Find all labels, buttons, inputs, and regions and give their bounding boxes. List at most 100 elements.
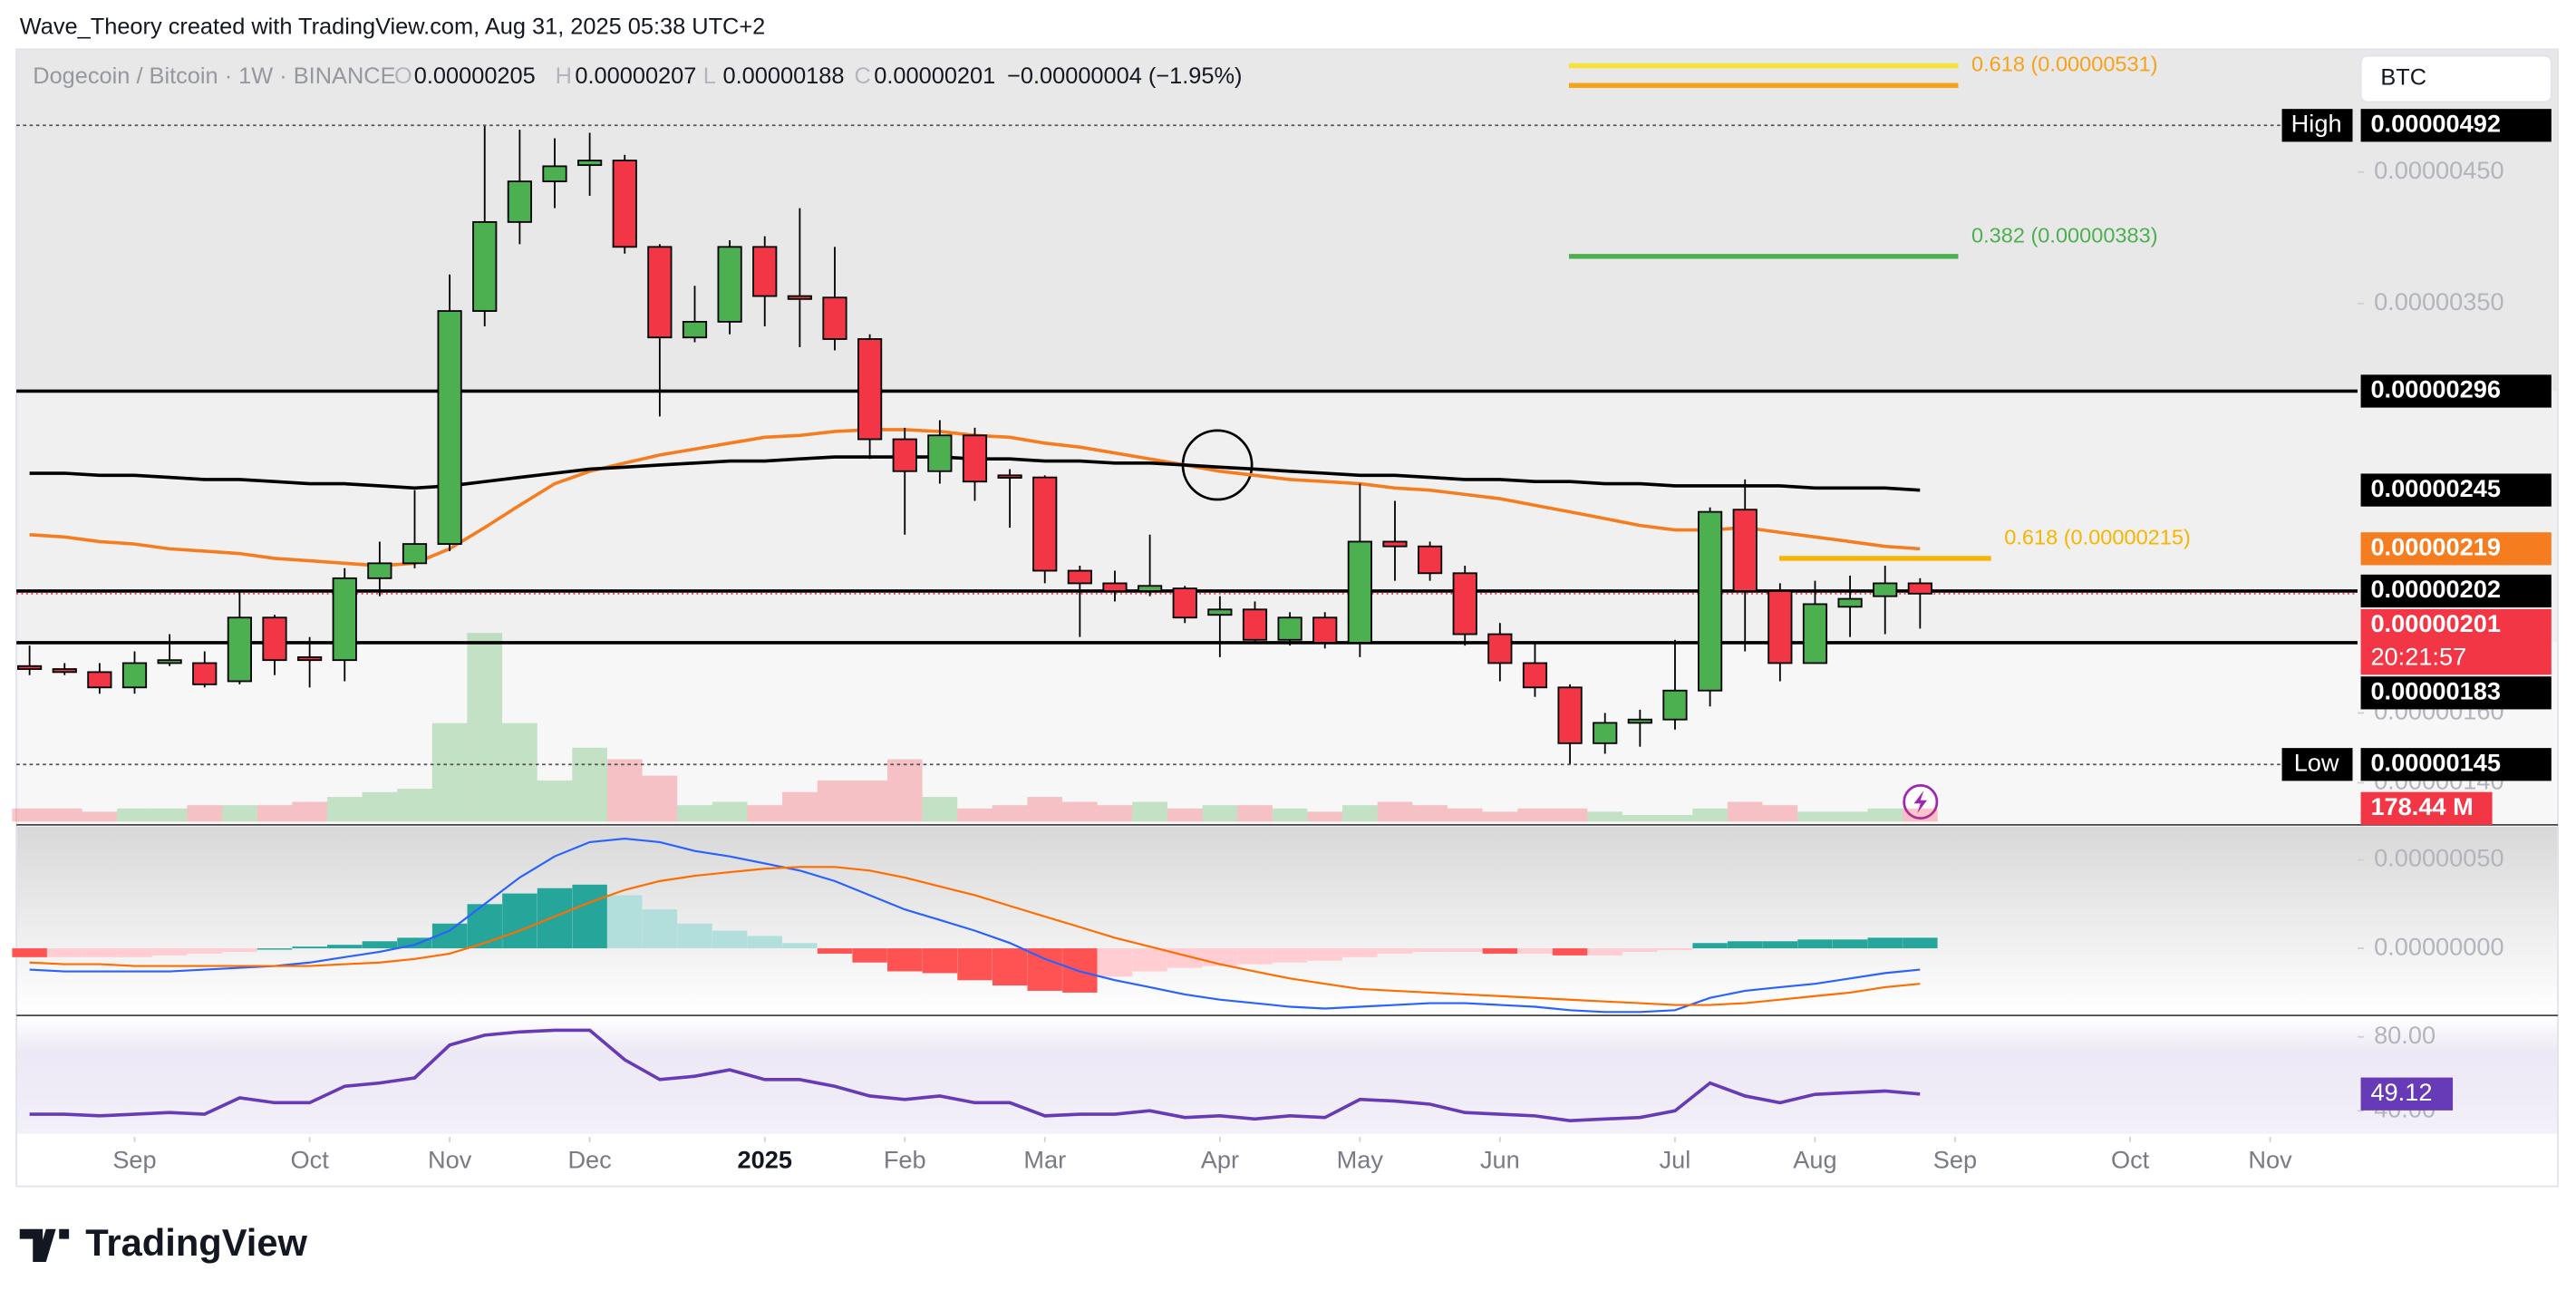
volume-bar [502, 723, 537, 822]
volume-bar [817, 780, 853, 822]
credit: Wave_Theory created with TradingView.com… [20, 15, 766, 40]
macd-tick-label: 0.00000000 [2374, 932, 2504, 960]
volume-label: 178.44 M [2370, 792, 2473, 820]
candle-body [472, 220, 498, 312]
candle-body [367, 562, 392, 579]
volume-bar [397, 789, 432, 822]
macd-histogram-bar [222, 948, 257, 952]
macd-histogram-bar [677, 923, 712, 949]
volume-bar [1307, 811, 1343, 822]
candle-body [1627, 718, 1652, 724]
high-tag: High [2291, 109, 2342, 137]
macd-histogram-bar [712, 930, 748, 949]
macd-histogram-bar [572, 884, 607, 949]
macd-histogram-bar [1762, 941, 1798, 949]
macd-histogram-bar [852, 948, 887, 963]
price-label: 0.00000202 [2370, 575, 2501, 603]
candle-body [1767, 590, 1793, 665]
x-tick-label: Nov [2248, 1146, 2292, 1174]
volume-bar [1762, 805, 1798, 822]
x-tick-label: May [1337, 1146, 1384, 1174]
candle-body [647, 246, 673, 339]
volume-bar [257, 805, 293, 822]
price-label-box [2360, 574, 2552, 608]
macd-histogram-bar [1728, 941, 1763, 949]
volume-bar [886, 759, 923, 822]
candle-body [1102, 582, 1128, 592]
high-value-box [2360, 109, 2552, 142]
volume-bar [537, 780, 573, 822]
macd-histogram-bar [537, 888, 573, 949]
candle-body [402, 543, 428, 565]
macd-histogram-bar [1867, 937, 1903, 949]
candle-body [227, 616, 252, 683]
candle-body [1452, 572, 1477, 635]
high-value: 0.00000492 [2370, 109, 2501, 137]
x-tick-label: Dec [567, 1146, 611, 1174]
volume-bar [957, 808, 993, 822]
volume-bar [326, 797, 363, 822]
volume-bar [1657, 815, 1693, 822]
macd-line [29, 866, 1921, 1006]
volume-bar [677, 805, 712, 822]
volume-bar [1377, 801, 1413, 822]
volume-bar [1587, 811, 1623, 822]
candle-body [1873, 582, 1898, 597]
currency-box[interactable] [2359, 54, 2552, 103]
legend-key: O [394, 63, 412, 89]
price-label-box [2360, 532, 2552, 566]
x-tick-label: Jun [1480, 1146, 1520, 1174]
volume-bar [747, 805, 783, 822]
candle-body [1837, 597, 1863, 608]
volume-bar [1342, 805, 1378, 822]
macd-histogram-bar [1517, 948, 1553, 954]
macd-histogram-bar [1692, 943, 1728, 949]
volume-bar [362, 791, 398, 822]
volume-bar [1692, 808, 1728, 822]
candle-body [17, 665, 43, 670]
macd-histogram-bar [1097, 948, 1133, 977]
watermark: TradingView [85, 1221, 307, 1264]
volume-bar [1237, 805, 1273, 822]
macd-histogram-bar [1657, 948, 1693, 951]
fib-label: 0.618 (0.00000215) [2004, 525, 2191, 548]
currency[interactable]: BTC [2380, 65, 2426, 91]
macd-histogram-bar [467, 904, 502, 949]
macd-histogram-bar [1412, 948, 1448, 952]
x-tick-label: Jul [1660, 1146, 1691, 1174]
volume-bar [222, 805, 257, 822]
macd-histogram-bar [502, 893, 537, 949]
macd-histogram-bar [642, 909, 678, 949]
high-tag-box [2281, 109, 2353, 142]
macd-line [29, 838, 1921, 1014]
volume-bar [1447, 808, 1483, 822]
candle-body [1277, 616, 1303, 641]
macd-histogram-bar [12, 948, 47, 957]
macd-histogram-bar [397, 937, 432, 949]
legend-value: 0.00000188 [723, 63, 845, 89]
fib-label: 0.382 (0.00000383) [1971, 223, 2158, 247]
candle-body [927, 434, 953, 472]
price-label: 0.00000201 [2370, 609, 2501, 637]
candle-body [1067, 569, 1092, 585]
low-value-box [2360, 748, 2552, 781]
x-tick-label: Nov [428, 1146, 472, 1174]
volume-bar [187, 805, 223, 822]
price-label: 0.00000296 [2370, 375, 2501, 403]
price-label-box [2360, 608, 2552, 675]
macd-histogram-bar [1307, 948, 1342, 961]
x-tick-label: 2025 [738, 1146, 792, 1174]
candle-body [542, 165, 567, 183]
price-label-box [2360, 473, 2552, 507]
macd-histogram-bar [1482, 948, 1518, 954]
pane-zone [16, 391, 2559, 643]
legend-value: 0.00000205 [414, 63, 536, 89]
candle-body [892, 438, 917, 472]
volume-bar [1202, 805, 1238, 822]
volume-bar [1903, 808, 1938, 822]
candle-body [962, 434, 988, 483]
volume-bar [431, 723, 468, 822]
volume-bar [1517, 808, 1553, 822]
volume-bar [1832, 811, 1868, 822]
